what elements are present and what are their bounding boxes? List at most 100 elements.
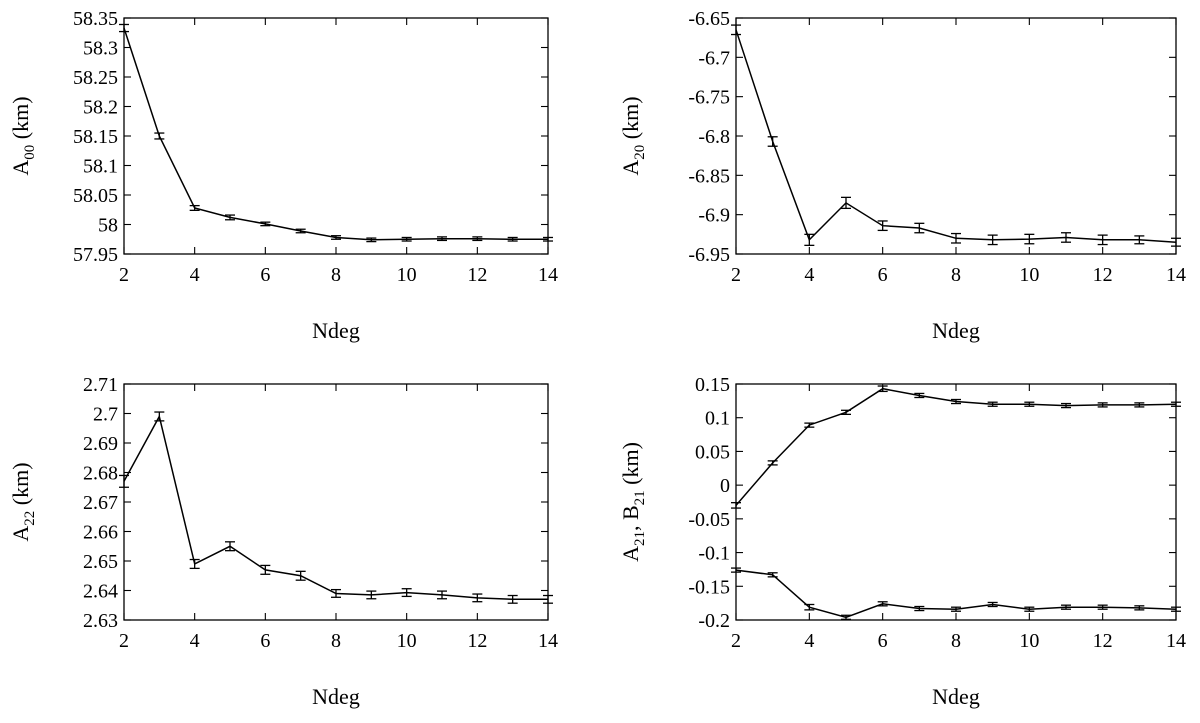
y-tick-label: 58.05 — [73, 185, 118, 207]
series-line-a00 — [123, 27, 548, 241]
x-tick-label: 6 — [878, 264, 888, 286]
x-tick-label: 12 — [1093, 630, 1113, 652]
data-point-a21 — [1061, 402, 1071, 409]
data-point-a00 — [295, 228, 306, 234]
data-point-b21 — [877, 601, 888, 607]
data-point-b21 — [914, 605, 925, 612]
y-tick-label: 58.35 — [73, 8, 118, 30]
y-tick-label: 2.68 — [83, 463, 118, 485]
data-point-a20 — [1024, 233, 1035, 245]
y-tick-label: 2.66 — [83, 522, 118, 544]
data-point-a22 — [225, 541, 235, 552]
x-tick-label: 4 — [190, 264, 200, 286]
data-point-a21 — [914, 392, 925, 399]
data-point-a21 — [951, 398, 961, 405]
x-tick-label: 4 — [804, 630, 814, 652]
data-point-a21 — [1097, 402, 1108, 408]
data-point-a00 — [154, 132, 165, 140]
data-point-a00 — [189, 204, 200, 211]
y-tick-label: 58.1 — [83, 156, 118, 178]
y-axis-title: A22 (km) — [8, 462, 38, 541]
y-tick-label: -6.7 — [698, 47, 730, 69]
y-tick-label: 58 — [98, 215, 118, 237]
data-point-a20 — [731, 24, 741, 36]
data-point-a21 — [804, 422, 815, 428]
data-point-a00 — [507, 236, 518, 242]
y-tick-label: 58.3 — [83, 38, 118, 60]
y-tick-label: 2.69 — [83, 433, 118, 455]
x-tick-label: 2 — [119, 630, 129, 652]
data-point-a21 — [1024, 401, 1035, 407]
data-point-a00 — [401, 236, 412, 242]
data-point-a00 — [225, 214, 235, 221]
data-point-a22 — [189, 558, 200, 570]
data-point-a20 — [987, 234, 998, 246]
data-point-a21 — [767, 460, 778, 466]
y-tick-label: 58.2 — [83, 97, 118, 119]
y-tick-label: 0.05 — [695, 441, 730, 463]
data-point-b21 — [1097, 604, 1108, 610]
data-point-a21 — [987, 401, 998, 407]
y-tick-label: -6.8 — [698, 126, 730, 148]
y-tick-label: 57.95 — [73, 244, 118, 266]
data-point-b21 — [1171, 606, 1181, 612]
x-tick-label: 14 — [1166, 264, 1186, 286]
panel-a20: -6.95 -6.9 -6.85 -6.8 -6.75 -6.7 -6.65 2 4 6 8 10 12… — [618, 8, 1186, 343]
y-tick-label: -6.95 — [688, 244, 730, 266]
y-tick-label: 2.63 — [83, 610, 118, 632]
y-tick-label: -6.85 — [688, 165, 730, 187]
data-point-a22 — [401, 588, 412, 598]
y-tick-label: -6.75 — [688, 87, 730, 109]
data-point-b21 — [1024, 606, 1035, 612]
y-tick-label: 2.64 — [83, 581, 118, 603]
x-tick-label: 4 — [190, 630, 200, 652]
data-point-a00 — [366, 237, 377, 243]
y-tick-label: 2.7 — [93, 404, 118, 426]
x-tick-label: 14 — [538, 264, 558, 286]
data-point-a00 — [543, 236, 553, 242]
data-point-a20 — [1097, 234, 1108, 246]
y-tick-label: -0.2 — [698, 610, 730, 632]
series-line-a20 — [735, 29, 1177, 243]
data-point-a21 — [841, 409, 851, 415]
data-point-b21 — [1134, 605, 1145, 611]
y-axis-title: A21, B21 (km) — [618, 442, 648, 562]
x-tick-label: 12 — [467, 630, 487, 652]
data-point-a22 — [154, 411, 165, 422]
data-point-b21 — [987, 601, 998, 608]
data-point-a21 — [1171, 401, 1181, 407]
plot-frame — [123, 383, 549, 621]
x-tick-label: 2 — [731, 630, 741, 652]
series-line-a22 — [123, 414, 548, 601]
x-axis-title: Ndeg — [312, 684, 360, 709]
data-point-a22 — [260, 564, 271, 575]
data-point-a21 — [731, 502, 741, 509]
data-point-b21 — [767, 572, 778, 578]
data-point-a00 — [119, 23, 129, 33]
x-tick-label: 12 — [1093, 264, 1113, 286]
y-tick-label: 0.15 — [695, 374, 730, 396]
data-point-a00 — [260, 221, 271, 227]
x-tick-label: 8 — [331, 264, 341, 286]
data-point-a22 — [295, 570, 306, 581]
data-point-b21 — [1061, 604, 1071, 610]
panel-a00: 57.95 58 58.05 58.1 58.15 58.2 58.25 58.3 58.35 2… — [8, 8, 558, 343]
x-tick-label: 12 — [467, 264, 487, 286]
x-tick-label: 14 — [538, 630, 558, 652]
data-point-a22 — [366, 590, 377, 600]
y-tick-label: 0 — [720, 475, 730, 497]
data-point-a21 — [1134, 402, 1145, 408]
y-axis-title: A00 (km) — [8, 96, 38, 175]
y-tick-label: 2.67 — [83, 492, 118, 514]
data-point-a20 — [841, 196, 851, 210]
data-point-b21 — [841, 614, 851, 620]
x-tick-label: 6 — [260, 264, 270, 286]
x-axis-title: Ndeg — [932, 318, 980, 343]
y-tick-label: -0.1 — [698, 543, 730, 565]
y-tick-label: 0.1 — [705, 408, 730, 430]
y-tick-label: -0.15 — [688, 576, 730, 598]
plot-frame — [123, 17, 549, 255]
x-tick-label: 10 — [397, 630, 417, 652]
data-point-a20 — [767, 136, 778, 147]
